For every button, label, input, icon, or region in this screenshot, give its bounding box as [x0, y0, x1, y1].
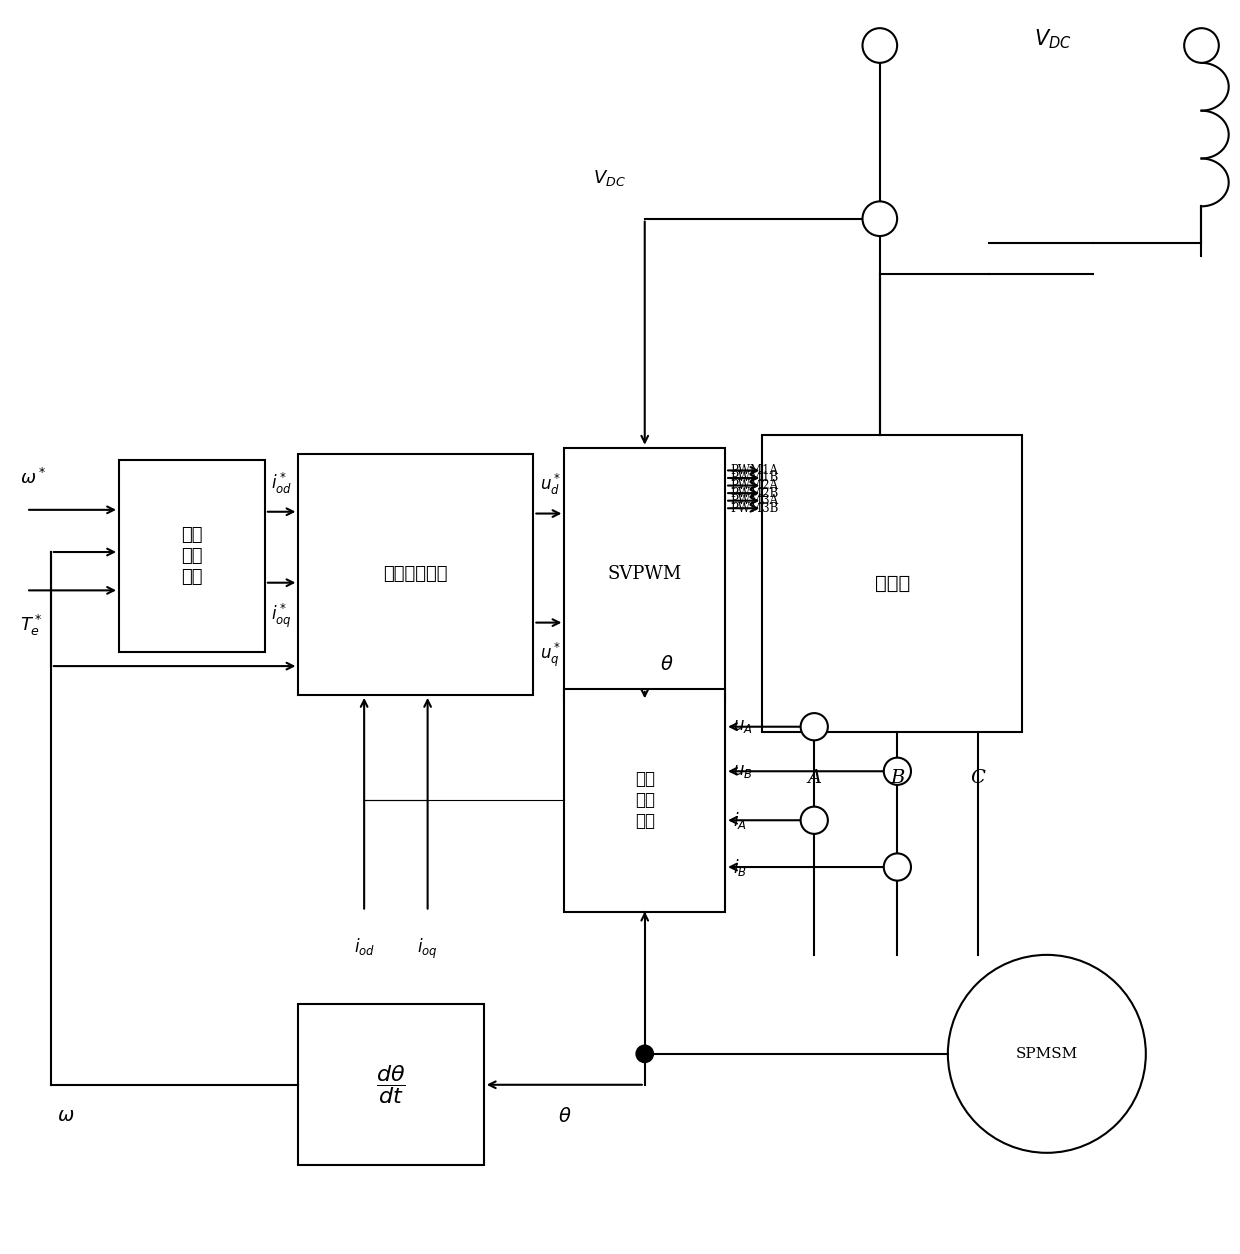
Text: PWM2B: PWM2B: [730, 487, 779, 499]
Text: 逆变器: 逆变器: [874, 574, 910, 593]
Text: 最小
损耗
控制: 最小 损耗 控制: [181, 527, 202, 586]
Text: 电压
电流
检测: 电压 电流 检测: [635, 770, 655, 830]
Text: 最优电流调节: 最优电流调节: [383, 566, 448, 583]
Text: $\theta$: $\theta$: [558, 1107, 572, 1126]
Text: $\omega^*$: $\omega^*$: [20, 468, 46, 488]
Text: B: B: [890, 769, 904, 788]
Circle shape: [1184, 28, 1219, 63]
Text: SVPWM: SVPWM: [608, 566, 682, 583]
Circle shape: [947, 954, 1146, 1152]
Bar: [299, 1004, 484, 1165]
Circle shape: [863, 28, 897, 63]
Text: SPMSM: SPMSM: [1016, 1047, 1078, 1061]
Text: $i_{od}^*$: $i_{od}^*$: [272, 470, 293, 495]
Text: C: C: [971, 769, 986, 788]
Text: $V_{DC}$: $V_{DC}$: [1034, 28, 1071, 51]
Circle shape: [636, 1045, 653, 1062]
Bar: [564, 448, 725, 701]
Circle shape: [801, 806, 828, 834]
Circle shape: [863, 202, 897, 236]
Bar: [119, 460, 265, 652]
Circle shape: [884, 757, 911, 785]
Bar: [299, 454, 533, 695]
Text: $i_{oq}$: $i_{oq}$: [418, 937, 438, 961]
Text: $u_A$: $u_A$: [733, 719, 753, 735]
Text: $i_{oq}^*$: $i_{oq}^*$: [272, 601, 291, 630]
Text: $\dfrac{d\theta}{dt}$: $\dfrac{d\theta}{dt}$: [376, 1063, 405, 1106]
Text: A: A: [807, 769, 821, 788]
Text: $u_d^*$: $u_d^*$: [539, 473, 560, 498]
Text: PWM3A: PWM3A: [730, 494, 779, 507]
Text: $\omega$: $\omega$: [57, 1107, 74, 1125]
Circle shape: [801, 714, 828, 740]
Text: $i_A$: $i_A$: [733, 810, 746, 830]
Circle shape: [884, 854, 911, 880]
Text: $\theta$: $\theta$: [660, 655, 673, 673]
Text: $V_{DC}$: $V_{DC}$: [594, 168, 626, 188]
Text: $u_q^*$: $u_q^*$: [539, 641, 560, 670]
Text: $T_e^*$: $T_e^*$: [20, 613, 42, 638]
Text: $u_B$: $u_B$: [733, 762, 753, 780]
Text: $i_{od}$: $i_{od}$: [353, 937, 374, 957]
Text: PWM3B: PWM3B: [730, 502, 779, 514]
Text: PWM1B: PWM1B: [730, 472, 779, 484]
Text: PWM1A: PWM1A: [730, 464, 779, 477]
Bar: [763, 435, 1022, 732]
Text: $i_B$: $i_B$: [733, 856, 746, 878]
Bar: [564, 688, 725, 912]
Text: PWM2A: PWM2A: [730, 479, 779, 492]
